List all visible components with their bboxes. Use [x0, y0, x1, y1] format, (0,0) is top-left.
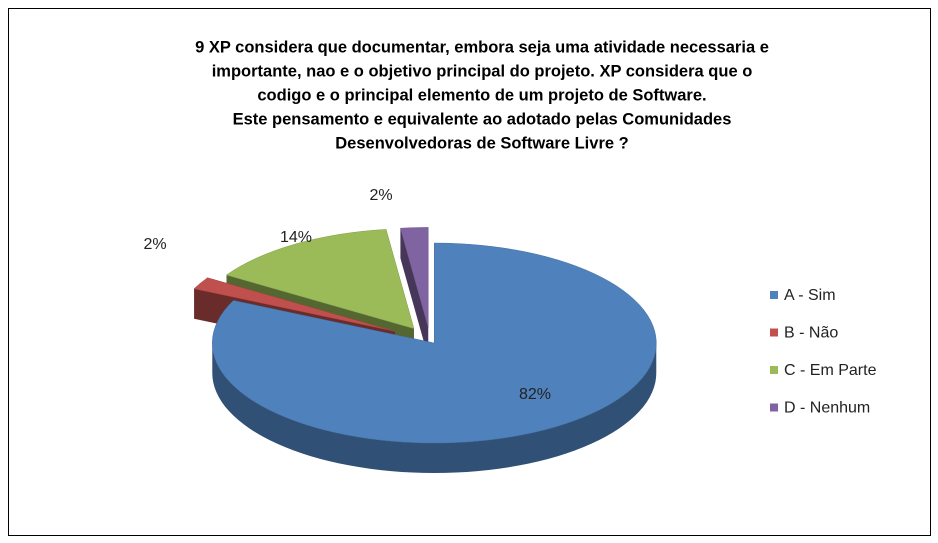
slice [400, 227, 429, 328]
legend-label: D - Nenhum [784, 400, 870, 417]
chart-title: codigo e o principal elemento de um proj… [257, 86, 706, 104]
data-label: 82% [519, 386, 551, 403]
legend-label: A - Sim [784, 287, 836, 304]
slice [193, 277, 396, 332]
data-label: 14% [280, 229, 312, 246]
slice [225, 229, 415, 329]
legend-swatch [770, 403, 778, 412]
chart-title: Este pensamento e equivalente ao adotado… [233, 110, 732, 128]
data-label: 2% [143, 236, 166, 253]
chart-title: Desenvolvedoras de Software Livre ? [335, 134, 628, 152]
legend-swatch [770, 328, 778, 337]
chart-title: importante, nao e o objetivo principal d… [212, 62, 753, 80]
legend-swatch [770, 366, 778, 374]
slice [212, 242, 657, 444]
slice-face [400, 228, 429, 358]
legend-label: B - Não [784, 325, 838, 342]
chart-title: 9 XP considera que documentar, embora se… [195, 38, 769, 56]
data-label: 2% [369, 187, 392, 204]
legend-swatch [770, 291, 778, 299]
legend-label: C - Em Parte [784, 362, 877, 379]
slice-side [212, 343, 657, 474]
